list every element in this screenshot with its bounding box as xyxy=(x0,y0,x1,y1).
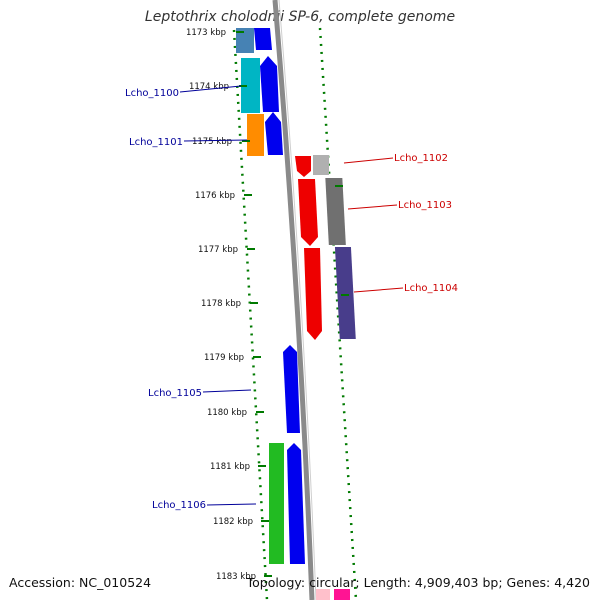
tick-label-1175: 1175 kbp xyxy=(192,137,232,147)
gene-arrow-forward xyxy=(254,28,272,50)
genome-backbone xyxy=(272,0,315,600)
gene-block-magenta xyxy=(334,589,350,600)
tick-label-1183: 1183 kbp xyxy=(216,572,256,582)
genome-title: Leptothrix cholodnii SP-6, complete geno… xyxy=(144,9,456,25)
gene-arrow-forward xyxy=(265,112,283,155)
tick-label-1173: 1173 kbp xyxy=(186,28,226,38)
tick-label-1181: 1181 kbp xyxy=(210,462,250,472)
tick-label-1179: 1179 kbp xyxy=(204,353,244,363)
gene-arrow-forward xyxy=(283,345,300,433)
label-leader xyxy=(343,157,394,164)
accession-label: Accession: NC_010524 xyxy=(9,575,152,590)
label-leader xyxy=(353,287,404,293)
tick-label-1178: 1178 kbp xyxy=(201,299,241,309)
gene-label-lcho-1100: Lcho_1100 xyxy=(125,88,179,99)
tick-marks xyxy=(236,31,349,577)
genome-summary-label: Topology: circular; Length: 4,909,403 bp… xyxy=(246,575,590,590)
tick-label-1177: 1177 kbp xyxy=(198,245,238,255)
gene-block-cyan xyxy=(241,58,260,113)
gene-block-pink xyxy=(316,589,330,600)
label-leader xyxy=(347,204,398,210)
label-leader xyxy=(179,85,242,93)
label-leader xyxy=(183,139,248,142)
gene-block-orange xyxy=(247,114,264,156)
tick-label-1182: 1182 kbp xyxy=(213,517,253,527)
gene-label-lcho-1101: Lcho_1101 xyxy=(129,137,183,148)
gene-arrow-reverse xyxy=(304,248,322,340)
gene-label-lcho-1102: Lcho_1102 xyxy=(394,153,448,164)
gene-block-gray xyxy=(325,178,346,245)
label-leader xyxy=(206,503,257,506)
gene-block-lightgray xyxy=(313,155,329,175)
gene-label-lcho-1104: Lcho_1104 xyxy=(404,283,458,294)
gene-label-lcho-1105: Lcho_1105 xyxy=(148,388,202,399)
gene-label-lcho-1103: Lcho_1103 xyxy=(398,200,452,211)
gene-block-slateblue xyxy=(334,247,356,339)
gene-block-steelblue xyxy=(236,28,254,53)
tick-label-1174: 1174 kbp xyxy=(189,82,229,92)
gene-arrow-forward xyxy=(287,443,305,564)
label-leader xyxy=(202,389,252,393)
tick-label-1180: 1180 kbp xyxy=(207,408,247,418)
gene-label-lcho-1106: Lcho_1106 xyxy=(152,500,206,511)
tick-label-1176: 1176 kbp xyxy=(195,191,235,201)
gene-arrow-reverse xyxy=(295,156,311,177)
gene-block-green xyxy=(269,443,284,564)
gene-arrow-reverse xyxy=(298,179,318,246)
gene-arrow-forward xyxy=(260,56,279,112)
